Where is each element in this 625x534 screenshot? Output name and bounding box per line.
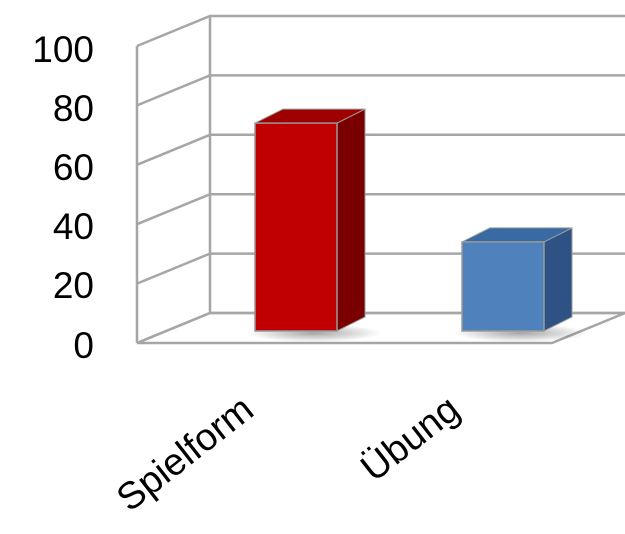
y-tick-label: 20 <box>53 265 94 306</box>
x-tick-label-spielform: Spielform <box>109 388 261 520</box>
y-tick-label: 0 <box>73 325 94 366</box>
y-tick-label: 80 <box>53 88 94 129</box>
x-axis: Spielform Übung <box>109 388 467 520</box>
y-tick-label: 40 <box>53 206 94 247</box>
bar-bung <box>454 227 588 342</box>
y-tick-label: 100 <box>32 29 94 70</box>
y-axis: 0 20 40 60 80 100 <box>32 29 94 366</box>
bar-spielform <box>247 108 381 342</box>
bars <box>247 108 588 342</box>
y-tick-label: 60 <box>53 147 94 188</box>
x-tick-label-uebung: Übung <box>353 388 467 490</box>
